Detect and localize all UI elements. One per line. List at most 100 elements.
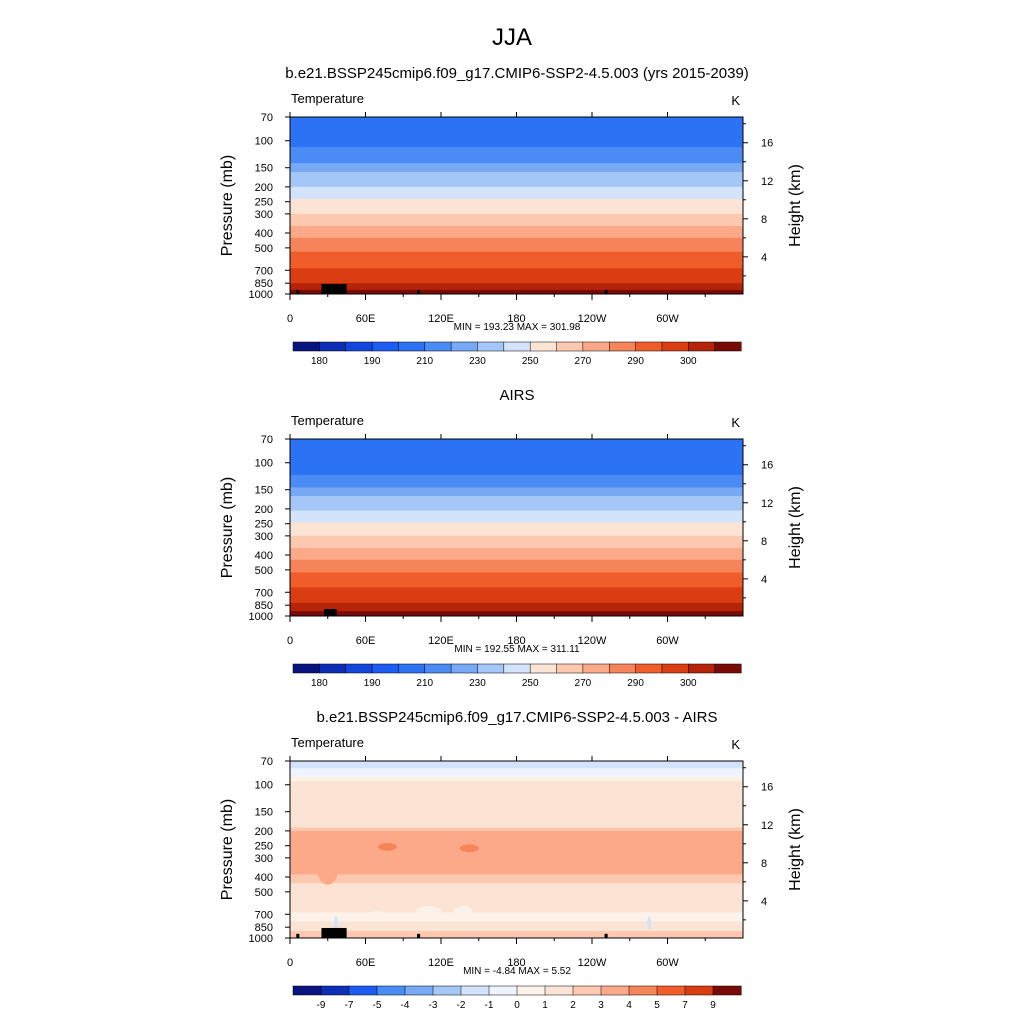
min-max-text: MIN = -4.84 MAX = 5.52 — [463, 966, 571, 977]
contour-band — [290, 117, 743, 148]
min-max-text: MIN = 193.23 MAX = 301.98 — [454, 322, 581, 333]
y2-tick-label: 4 — [761, 574, 767, 586]
y-tick-label: 250 — [255, 197, 273, 209]
contour-band — [290, 781, 743, 828]
colorbar-label: 1 — [542, 1000, 548, 1011]
colorbar-box — [398, 341, 426, 352]
x-tick-label: 60W — [656, 313, 679, 325]
colorbar-box — [688, 663, 716, 674]
y-tick-label: 70 — [261, 112, 273, 124]
contour-band — [290, 213, 743, 227]
contour-band — [290, 199, 743, 215]
contour-band — [290, 510, 743, 523]
colorbar-label: 5 — [654, 1000, 660, 1011]
y-tick-label: 150 — [255, 807, 273, 819]
contour-patch — [415, 906, 441, 917]
colorbar-box — [477, 663, 505, 674]
x-tick-label: 120E — [428, 635, 454, 647]
x-tick-label: 60W — [656, 957, 679, 969]
y-tick-label: 850 — [255, 922, 273, 934]
colorbar-box — [404, 985, 434, 996]
terrain-mask — [604, 289, 608, 294]
x-tick-label: 180 — [507, 635, 525, 647]
x-tick-label: 0 — [287, 957, 293, 969]
colorbar-box — [661, 663, 689, 674]
panel-difference-temperature: b.e21.BSSP245cmip6.f09_g17.CMIP6-SSP2-4.… — [219, 709, 804, 1011]
y2-axis-label: Height (km) — [787, 486, 804, 569]
colorbar-box — [450, 663, 479, 674]
contour-band — [290, 237, 743, 253]
colorbar-box — [635, 663, 663, 674]
colorbar-box — [424, 663, 452, 674]
y-tick-label: 150 — [255, 163, 273, 175]
contour-band — [290, 496, 743, 512]
y2-tick-label: 8 — [761, 214, 767, 226]
colorbar-box — [292, 663, 320, 674]
terrain-mask — [321, 283, 347, 294]
y-tick-label: 200 — [255, 182, 273, 194]
contour-patch — [459, 844, 479, 853]
y2-tick-label: 4 — [761, 896, 767, 908]
colorbar-label: 300 — [680, 356, 697, 367]
colorbar-box — [529, 341, 558, 352]
y-axis-label: Pressure (mb) — [219, 477, 236, 578]
y-tick-label: 400 — [255, 872, 273, 884]
terrain-mask — [341, 289, 345, 294]
colorbar-box — [688, 341, 716, 352]
colorbar-label: 190 — [364, 356, 381, 367]
colorbar-label: 180 — [311, 356, 328, 367]
y2-tick-label: 8 — [761, 536, 767, 548]
contour-patch — [378, 843, 397, 851]
colorbar-box — [503, 663, 531, 674]
colorbar-box — [432, 985, 462, 996]
y2-tick-label: 8 — [761, 858, 767, 870]
contour-band — [290, 225, 743, 239]
contour-band — [290, 186, 743, 200]
contour-band — [290, 602, 743, 612]
contour-band — [290, 439, 743, 476]
y-tick-label: 200 — [255, 504, 273, 516]
y-tick-label: 500 — [255, 243, 273, 255]
colorbar-box — [582, 663, 610, 674]
colorbar-box — [556, 663, 584, 674]
units-label: K — [731, 737, 740, 752]
contour-patch — [334, 916, 338, 930]
colorbar-label: 230 — [469, 678, 486, 689]
colorbar-label: -9 — [317, 1000, 326, 1011]
colorbar-label: 4 — [626, 1000, 632, 1011]
contour-patch — [647, 916, 652, 930]
terrain-mask — [341, 933, 345, 938]
contour-band — [290, 172, 743, 188]
contour-patch — [453, 906, 473, 917]
terrain-mask — [321, 927, 347, 938]
colorbar-box — [661, 341, 689, 352]
panel-title: b.e21.BSSP245cmip6.f09_g17.CMIP6-SSP2-4.… — [285, 65, 749, 82]
y-tick-label: 700 — [255, 265, 273, 277]
y-tick-label: 500 — [255, 887, 273, 899]
colorbar-box — [684, 985, 714, 996]
colorbar-label: 270 — [575, 356, 592, 367]
contour-band — [290, 147, 743, 164]
x-tick-label: 180 — [507, 957, 525, 969]
y-tick-label: 150 — [255, 485, 273, 497]
colorbar-box — [450, 341, 479, 352]
panel-title: AIRS — [499, 387, 534, 404]
x-tick-label: 60E — [356, 313, 376, 325]
left-string: Temperature — [291, 735, 364, 750]
colorbar-label: 290 — [627, 356, 644, 367]
y-tick-label: 850 — [255, 600, 273, 612]
contour-field — [290, 117, 743, 294]
x-tick-label: 120W — [578, 957, 607, 969]
y-axis-label: Pressure (mb) — [219, 799, 236, 900]
colorbar-label: -5 — [373, 1000, 382, 1011]
colorbar-box — [556, 341, 584, 352]
y-tick-label: 400 — [255, 228, 273, 240]
left-string: Temperature — [291, 413, 364, 428]
contour-band — [290, 930, 743, 938]
x-tick-label: 120E — [428, 313, 454, 325]
colorbar-label: 210 — [416, 678, 433, 689]
terrain-mask — [417, 933, 421, 938]
y-tick-label: 200 — [255, 826, 273, 838]
terrain-mask — [296, 933, 300, 938]
contour-band — [290, 921, 743, 932]
